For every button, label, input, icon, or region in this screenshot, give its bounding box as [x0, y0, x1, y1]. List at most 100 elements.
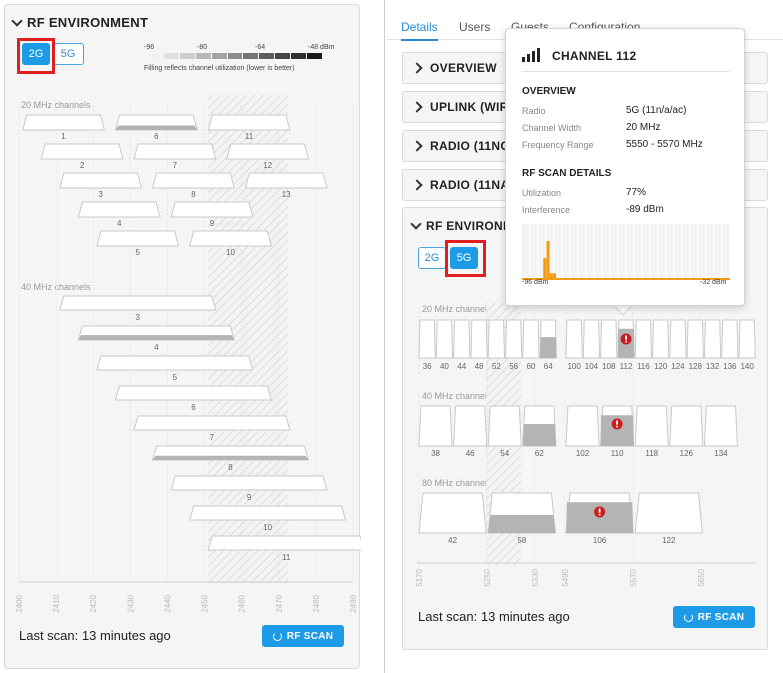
- channel-20mhz[interactable]: 13: [244, 172, 328, 199]
- channel-fill: [115, 125, 198, 130]
- channel-20mhz[interactable]: 48: [470, 319, 488, 371]
- channel-80mhz[interactable]: 42: [418, 492, 487, 545]
- freq-tick-label: 2460: [238, 594, 247, 612]
- channel-label: 11: [282, 553, 291, 562]
- freq-tick-label: 2410: [52, 594, 61, 612]
- channel-label: 12: [263, 161, 272, 170]
- scale-segment: [210, 53, 227, 59]
- channel-20mhz[interactable]: 136: [721, 319, 739, 371]
- channel-80mhz[interactable]: 106: [565, 492, 634, 545]
- channel-20mhz[interactable]: 4: [77, 201, 161, 228]
- channel-20mhz[interactable]: 100: [565, 319, 583, 371]
- channel-20mhz[interactable]: 120: [651, 319, 670, 371]
- spectrum-bar: [553, 273, 556, 279]
- channel-20mhz[interactable]: 9: [170, 201, 254, 228]
- channel-40mhz[interactable]: 102: [565, 405, 600, 458]
- channel-label: 8: [191, 190, 196, 199]
- channel-40mhz[interactable]: 134: [703, 405, 739, 458]
- channel-label: 5: [136, 248, 141, 257]
- channel-label: 7: [173, 161, 178, 170]
- rf-environment-header[interactable]: RF ENVIRONMENT: [11, 14, 148, 30]
- last-scan-text: Last scan: 13 minutes ago: [418, 609, 570, 624]
- channel-fill: [540, 337, 557, 358]
- channel-outline: [669, 319, 687, 359]
- channel-40mhz[interactable]: 5: [96, 355, 254, 382]
- panel-divider: [384, 0, 385, 673]
- channel-40mhz[interactable]: 54: [487, 405, 522, 458]
- channel-outline: [133, 415, 291, 431]
- channel-20mhz[interactable]: 112: [617, 319, 635, 371]
- channel-label: 52: [492, 362, 501, 371]
- channel-80mhz[interactable]: 122: [634, 492, 703, 545]
- channel-40mhz[interactable]: 38: [418, 405, 453, 458]
- freq-tick-label: 2480: [312, 594, 321, 612]
- channel-20mhz[interactable]: 8: [151, 172, 235, 199]
- channel-20mhz[interactable]: 108: [600, 319, 618, 371]
- channel-20mhz[interactable]: 60: [522, 319, 540, 371]
- channel-label: 64: [544, 362, 553, 371]
- tab-users[interactable]: Users: [459, 20, 491, 34]
- channel-outline: [59, 172, 143, 189]
- rf-scan-label: RF SCAN: [286, 630, 334, 642]
- scale-label: -96: [144, 44, 155, 51]
- channel-20mhz[interactable]: 140: [738, 319, 756, 371]
- channel-20mhz[interactable]: 10: [189, 230, 273, 257]
- channel-20mhz[interactable]: 116: [634, 319, 653, 371]
- tooltip-title: CHANNEL 112: [552, 49, 637, 63]
- channel-20mhz[interactable]: 36: [418, 319, 436, 371]
- channel-label: 10: [226, 248, 235, 257]
- band-2g-button[interactable]: 2G: [418, 247, 446, 269]
- scale-segment: [290, 53, 307, 59]
- channel-40mhz[interactable]: 8: [151, 445, 310, 472]
- channel-20mhz[interactable]: 52: [487, 319, 506, 371]
- channel-20mhz[interactable]: 128: [686, 319, 704, 371]
- channel-40mhz[interactable]: 4: [77, 325, 235, 352]
- channel-20mhz[interactable]: 3: [59, 172, 143, 199]
- channel-40mhz[interactable]: 46: [453, 405, 488, 458]
- channel-label: 8: [228, 463, 233, 472]
- band-5g-button[interactable]: 5G: [52, 43, 84, 65]
- channel-label: 124: [671, 362, 685, 371]
- rf-scan-button[interactable]: RF SCAN: [262, 625, 344, 647]
- channel-20mhz[interactable]: 7: [133, 143, 217, 170]
- channel-20mhz[interactable]: 132: [703, 319, 722, 371]
- channel-40mhz[interactable]: 7: [133, 415, 291, 442]
- refresh-icon: [272, 631, 282, 641]
- band-5g-button[interactable]: 5G: [450, 247, 478, 269]
- scale-segment: [194, 53, 211, 59]
- channel-20mhz[interactable]: 124: [669, 319, 687, 371]
- channel-outline: [600, 319, 618, 359]
- channel-label: 11: [245, 132, 254, 141]
- tab-details[interactable]: Details: [401, 20, 438, 41]
- channel-20mhz[interactable]: 40: [435, 319, 454, 371]
- channel-40mhz[interactable]: 118: [634, 405, 669, 458]
- channel-outline: [453, 319, 471, 359]
- channel-label: 136: [723, 362, 737, 371]
- channel-40mhz[interactable]: 3: [59, 295, 217, 322]
- channel-20mhz[interactable]: 6: [114, 114, 198, 141]
- radio-key: Radio: [522, 106, 546, 116]
- channel-40mhz[interactable]: 10: [189, 505, 347, 532]
- band-2g-button[interactable]: 2G: [22, 43, 50, 65]
- channel-20mhz[interactable]: 1: [22, 114, 106, 141]
- channel-40mhz[interactable]: 62: [522, 405, 557, 458]
- rf-scan-button[interactable]: RF SCAN: [673, 606, 755, 628]
- channel-20mhz[interactable]: 104: [582, 319, 601, 371]
- channel-outline: [226, 143, 310, 160]
- channel-40mhz[interactable]: 6: [114, 385, 273, 412]
- channel-40mhz[interactable]: 126: [669, 405, 704, 458]
- channel-20mhz[interactable]: 2: [40, 143, 124, 170]
- channel-label: 56: [509, 362, 518, 371]
- highlight-box: [445, 240, 486, 277]
- channel-40mhz[interactable]: 110: [600, 405, 635, 458]
- channel-label: 112: [620, 362, 633, 371]
- channel-20mhz[interactable]: 12: [226, 143, 310, 170]
- channel-40mhz[interactable]: 11: [207, 535, 361, 562]
- channel-20mhz[interactable]: 11: [207, 114, 291, 141]
- channel-40mhz[interactable]: 9: [170, 475, 328, 502]
- channel-20mhz[interactable]: 44: [453, 319, 471, 371]
- channel-20mhz[interactable]: 56: [504, 319, 523, 371]
- channel-20mhz[interactable]: 64: [539, 319, 557, 371]
- channel-20mhz[interactable]: 5: [96, 230, 180, 257]
- channel-80mhz[interactable]: 58: [487, 492, 556, 545]
